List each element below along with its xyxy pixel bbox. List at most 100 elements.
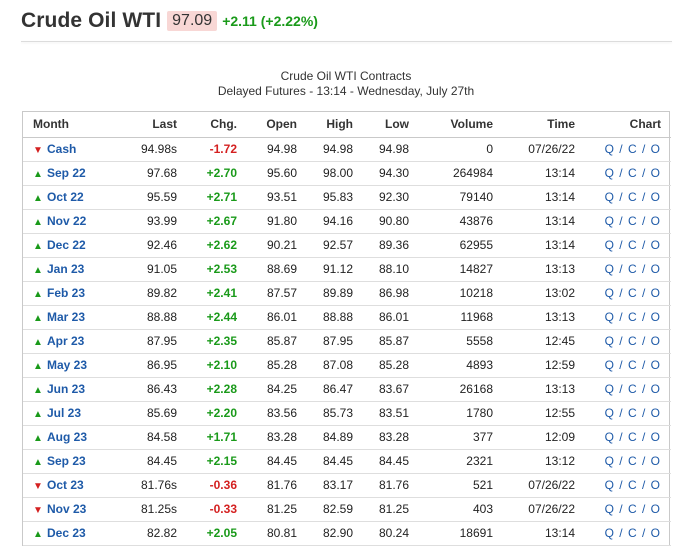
month-link[interactable]: Sep 22 <box>47 166 86 180</box>
month-cell[interactable]: ▲ Aug 23 <box>23 425 123 450</box>
chart-link-chart[interactable]: C <box>627 454 638 468</box>
chart-link-quote[interactable]: Q <box>604 238 615 252</box>
volume-cell: 62955 <box>419 233 503 258</box>
chart-link-chart[interactable]: C <box>627 406 638 420</box>
month-cell[interactable]: ▲ Jan 23 <box>23 257 123 282</box>
month-link[interactable]: Aug 23 <box>47 430 88 444</box>
month-cell[interactable]: ▲ Oct 22 <box>23 185 123 210</box>
chart-link-quote[interactable]: Q <box>604 526 615 540</box>
volume-cell: 5558 <box>419 329 503 354</box>
chart-link-quote[interactable]: Q <box>604 502 615 516</box>
table-row: ▼ Nov 23 81.25s -0.33 81.25 82.59 81.25 403 07/2… <box>23 497 671 522</box>
chart-link-chart[interactable]: C <box>627 166 638 180</box>
month-cell[interactable]: ▲ Feb 23 <box>23 281 123 306</box>
chart-link-options[interactable]: O <box>650 214 661 228</box>
chart-link-chart[interactable]: C <box>627 430 638 444</box>
col-header-last[interactable]: Last <box>123 112 187 138</box>
chart-link-quote[interactable]: Q <box>604 334 615 348</box>
chart-link-quote[interactable]: Q <box>604 430 615 444</box>
month-link[interactable]: Jan 23 <box>47 262 85 276</box>
arrow-up-icon: ▲ <box>33 529 43 540</box>
chart-link-options[interactable]: O <box>650 286 661 300</box>
chart-link-quote[interactable]: Q <box>604 406 615 420</box>
month-cell[interactable]: ▲ May 23 <box>23 353 123 378</box>
chart-link-quote[interactable]: Q <box>604 358 615 372</box>
month-cell[interactable]: ▼ Cash <box>23 137 123 162</box>
chart-link-options[interactable]: O <box>650 406 661 420</box>
chart-link-chart[interactable]: C <box>627 190 638 204</box>
chart-link-chart[interactable]: C <box>627 142 638 156</box>
chart-link-options[interactable]: O <box>650 190 661 204</box>
month-cell[interactable]: ▲ Dec 23 <box>23 521 123 546</box>
month-link[interactable]: Apr 23 <box>47 334 85 348</box>
chart-link-options[interactable]: O <box>650 526 661 540</box>
chart-link-quote[interactable]: Q <box>604 142 615 156</box>
month-link[interactable]: Nov 22 <box>47 214 87 228</box>
month-cell[interactable]: ▼ Nov 23 <box>23 497 123 522</box>
month-link[interactable]: May 23 <box>47 358 88 372</box>
chart-link-quote[interactable]: Q <box>604 454 615 468</box>
month-link[interactable]: Sep 23 <box>47 454 86 468</box>
chart-link-options[interactable]: O <box>650 262 661 276</box>
chart-link-options[interactable]: O <box>650 166 661 180</box>
chart-link-chart[interactable]: C <box>627 358 638 372</box>
col-header-volume[interactable]: Volume <box>419 112 503 138</box>
chart-link-chart[interactable]: C <box>627 310 638 324</box>
high-cell: 88.88 <box>307 305 363 330</box>
month-cell[interactable]: ▲ Apr 23 <box>23 329 123 354</box>
month-link[interactable]: Jun 23 <box>47 382 86 396</box>
month-cell[interactable]: ▲ Jul 23 <box>23 401 123 426</box>
month-cell[interactable]: ▲ Mar 23 <box>23 305 123 330</box>
month-cell[interactable]: ▲ Sep 23 <box>23 449 123 474</box>
chart-link-chart[interactable]: C <box>627 262 638 276</box>
month-link[interactable]: Dec 23 <box>47 526 86 540</box>
month-link[interactable]: Oct 22 <box>47 190 84 204</box>
chart-link-chart[interactable]: C <box>627 238 638 252</box>
chart-link-quote[interactable]: Q <box>604 214 615 228</box>
month-link[interactable]: Nov 23 <box>47 502 87 516</box>
chart-link-chart[interactable]: C <box>627 382 638 396</box>
chart-link-chart[interactable]: C <box>627 286 638 300</box>
chart-link-chart[interactable]: C <box>627 526 638 540</box>
chart-links-cell: Q / C / O <box>585 377 671 402</box>
chart-link-options[interactable]: O <box>650 382 661 396</box>
chart-link-options[interactable]: O <box>650 238 661 252</box>
month-cell[interactable]: ▲ Jun 23 <box>23 377 123 402</box>
chart-link-options[interactable]: O <box>650 502 661 516</box>
month-cell[interactable]: ▲ Nov 22 <box>23 209 123 234</box>
month-link[interactable]: Feb 23 <box>47 286 86 300</box>
chart-link-quote[interactable]: Q <box>604 190 615 204</box>
chart-link-options[interactable]: O <box>650 478 661 492</box>
chart-link-options[interactable]: O <box>650 430 661 444</box>
col-header-open[interactable]: Open <box>247 112 307 138</box>
chart-link-options[interactable]: O <box>650 334 661 348</box>
chart-link-options[interactable]: O <box>650 358 661 372</box>
month-link[interactable]: Dec 22 <box>47 238 86 252</box>
time-cell: 12:59 <box>503 353 585 378</box>
chart-link-chart[interactable]: C <box>627 334 638 348</box>
month-cell[interactable]: ▼ Oct 23 <box>23 473 123 498</box>
month-link[interactable]: Cash <box>47 142 77 156</box>
chart-link-quote[interactable]: Q <box>604 166 615 180</box>
month-cell[interactable]: ▲ Sep 22 <box>23 161 123 186</box>
chart-link-chart[interactable]: C <box>627 478 638 492</box>
month-cell[interactable]: ▲ Dec 22 <box>23 233 123 258</box>
chart-link-quote[interactable]: Q <box>604 382 615 396</box>
chart-link-options[interactable]: O <box>650 454 661 468</box>
chart-link-quote[interactable]: Q <box>604 310 615 324</box>
chart-link-quote[interactable]: Q <box>604 478 615 492</box>
chart-link-quote[interactable]: Q <box>604 262 615 276</box>
month-link[interactable]: Jul 23 <box>47 406 82 420</box>
chart-link-options[interactable]: O <box>650 310 661 324</box>
month-link[interactable]: Oct 23 <box>47 478 84 492</box>
chart-link-quote[interactable]: Q <box>604 286 615 300</box>
col-header-time[interactable]: Time <box>503 112 585 138</box>
month-link[interactable]: Mar 23 <box>47 310 86 324</box>
chart-link-chart[interactable]: C <box>627 214 638 228</box>
col-header-low[interactable]: Low <box>363 112 419 138</box>
chart-link-options[interactable]: O <box>650 142 661 156</box>
col-header-month[interactable]: Month <box>23 112 123 138</box>
col-header-high[interactable]: High <box>307 112 363 138</box>
col-header-chg[interactable]: Chg. <box>187 112 247 138</box>
chart-link-chart[interactable]: C <box>627 502 638 516</box>
